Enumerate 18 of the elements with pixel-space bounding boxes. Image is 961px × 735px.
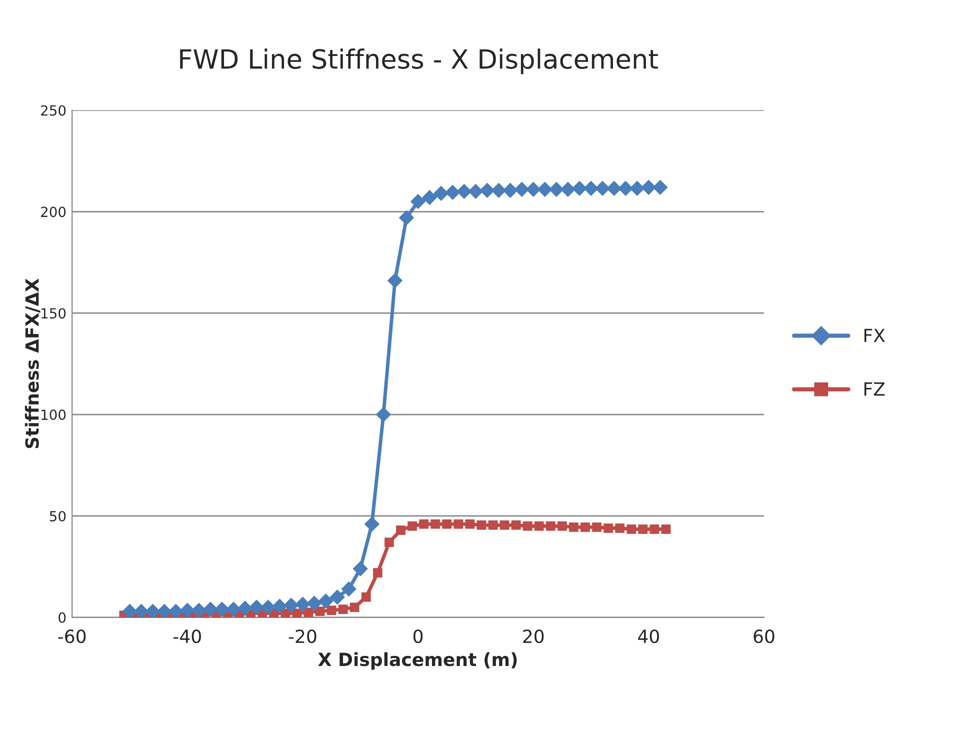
y-tick-label: 0 [58,612,66,623]
x-tick-label: 20 [523,630,544,644]
y-tick-label: 200 [41,206,66,218]
x-tick-label: 40 [638,630,659,644]
legend-label: FX [864,328,885,342]
x-tick-label: -20 [288,630,316,644]
x-tick-label: -60 [58,630,86,644]
y-tick-label: 150 [42,308,66,319]
x-tick-label: 60 [754,630,774,644]
legend-label: FZ [864,382,885,396]
chart-title: FWD Line Stiffness - X Displacement [180,48,658,74]
y-tick-label: 50 [50,510,66,522]
y-axis-title: Stiffness ΔFX/ΔX [24,278,40,448]
x-tick-label: -40 [174,630,201,644]
x-tick-label: 0 [413,630,423,644]
x-axis-title: X Displacement (m) [318,652,517,670]
y-tick-label: 250 [41,105,66,116]
y-tick-label: 100 [42,410,66,420]
